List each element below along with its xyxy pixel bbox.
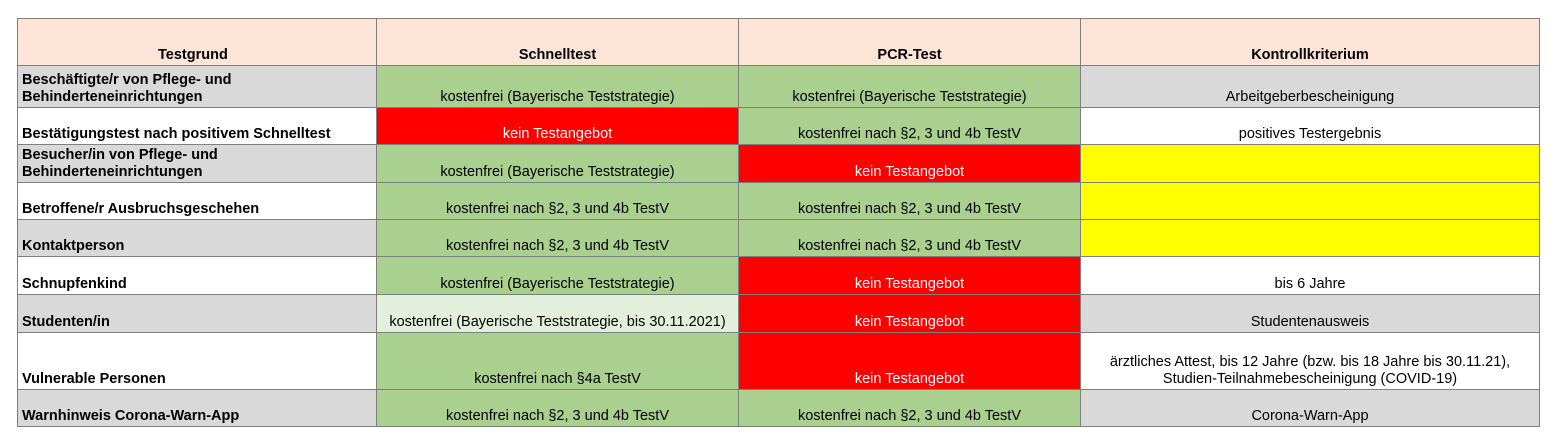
- table-row: Kontaktperson kostenfrei nach §2, 3 und 4…: [17, 219, 1540, 257]
- cell-testgrund: Kontaktperson: [17, 219, 377, 257]
- cell-pcr-test: kein Testangebot: [738, 294, 1081, 333]
- cell-pcr-test: kostenfrei nach §2, 3 und 4b TestV: [738, 182, 1081, 220]
- header-testgrund: Testgrund: [17, 18, 377, 66]
- table-row: Warnhinweis Corona-Warn-App kostenfrei na…: [17, 389, 1540, 427]
- cell-schnelltest: kostenfrei nach §2, 3 und 4b TestV: [376, 182, 739, 220]
- cell-kontrollkriterium: positives Testergebnis: [1080, 107, 1540, 145]
- cell-kontrollkriterium: ärztliches Attest, bis 12 Jahre (bzw. bi…: [1080, 332, 1540, 390]
- header-schnelltest: Schnelltest: [376, 18, 739, 66]
- cell-testgrund: Vulnerable Personen: [17, 332, 377, 390]
- cell-schnelltest: kostenfrei (Bayerische Teststrategie): [376, 144, 739, 183]
- test-overview-table: Testgrund Schnelltest PCR-Test Kontrollk…: [17, 18, 1540, 427]
- cell-pcr-test: kostenfrei (Bayerische Teststrategie): [738, 65, 1081, 108]
- table-body: Beschäftigte/r von Pflege- und Behindert…: [17, 65, 1540, 427]
- cell-testgrund: Beschäftigte/r von Pflege- und Behindert…: [17, 65, 377, 108]
- cell-pcr-test: kein Testangebot: [738, 256, 1081, 295]
- table-row: Vulnerable Personen kostenfrei nach §4a T…: [17, 332, 1540, 390]
- header-row: Testgrund Schnelltest PCR-Test Kontrollk…: [17, 18, 1540, 66]
- cell-pcr-test: kein Testangebot: [738, 332, 1081, 390]
- table-row: Beschäftigte/r von Pflege- und Behindert…: [17, 65, 1540, 108]
- cell-schnelltest: kostenfrei (Bayerische Teststrategie): [376, 65, 739, 108]
- cell-schnelltest: kostenfrei nach §2, 3 und 4b TestV: [376, 219, 739, 257]
- cell-schnelltest: kostenfrei nach §4a TestV: [376, 332, 739, 390]
- header-kontrollkriterium: Kontrollkriterium: [1080, 18, 1540, 66]
- cell-kontrollkriterium: [1080, 219, 1540, 257]
- cell-testgrund: Warnhinweis Corona-Warn-App: [17, 389, 377, 427]
- cell-kontrollkriterium: [1080, 144, 1540, 183]
- cell-kontrollkriterium: Corona-Warn-App: [1080, 389, 1540, 427]
- cell-pcr-test: kein Testangebot: [738, 144, 1081, 183]
- cell-pcr-test: kostenfrei nach §2, 3 und 4b TestV: [738, 107, 1081, 145]
- cell-pcr-test: kostenfrei nach §2, 3 und 4b TestV: [738, 389, 1081, 427]
- cell-schnelltest: kostenfrei (Bayerische Teststrategie, bi…: [376, 294, 739, 333]
- cell-testgrund: Betroffene/r Ausbruchsgeschehen: [17, 182, 377, 220]
- cell-kontrollkriterium: Arbeitgeberbescheinigung: [1080, 65, 1540, 108]
- cell-testgrund: Besucher/in von Pflege- und Behindertene…: [17, 144, 377, 183]
- cell-schnelltest: kostenfrei (Bayerische Teststrategie): [376, 256, 739, 295]
- cell-testgrund: Bestätigungstest nach positivem Schnellt…: [17, 107, 377, 145]
- cell-testgrund: Schnupfenkind: [17, 256, 377, 295]
- cell-pcr-test: kostenfrei nach §2, 3 und 4b TestV: [738, 219, 1081, 257]
- table-row: Bestätigungstest nach positivem Schnellt…: [17, 107, 1540, 145]
- cell-schnelltest: kein Testangebot: [376, 107, 739, 145]
- cell-kontrollkriterium: Studentenausweis: [1080, 294, 1540, 333]
- table-row: Besucher/in von Pflege- und Behindertene…: [17, 144, 1540, 183]
- table-row: Schnupfenkind kostenfrei (Bayerische Test…: [17, 256, 1540, 295]
- cell-kontrollkriterium: [1080, 182, 1540, 220]
- cell-kontrollkriterium: bis 6 Jahre: [1080, 256, 1540, 295]
- table-row: Betroffene/r Ausbruchsgeschehen kostenfre…: [17, 182, 1540, 220]
- header-pcr-test: PCR-Test: [738, 18, 1081, 66]
- table-row: Studenten/in kostenfrei (Bayerische Tests…: [17, 294, 1540, 333]
- cell-schnelltest: kostenfrei nach §2, 3 und 4b TestV: [376, 389, 739, 427]
- cell-testgrund: Studenten/in: [17, 294, 377, 333]
